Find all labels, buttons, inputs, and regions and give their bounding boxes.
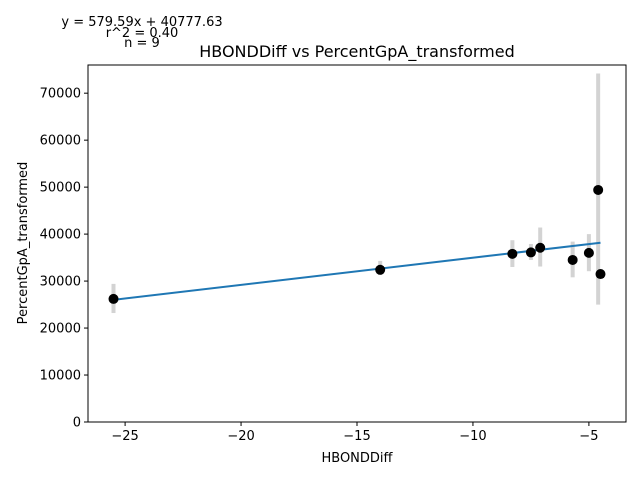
x-tick-label: −20	[227, 429, 254, 444]
data-point	[583, 247, 594, 258]
x-axis-ticks: −25 −20 −15 −10 −5	[111, 422, 598, 444]
y-tick-label: 50000	[40, 181, 81, 196]
data-point	[535, 242, 546, 253]
data-points	[108, 184, 606, 304]
x-tick-label: −10	[459, 429, 486, 444]
plot-frame	[87, 64, 627, 423]
fit-equation-annotation: y = 579.59x + 40777.63	[61, 15, 222, 30]
r-squared-annotation: r^2 = 0.40	[106, 26, 179, 41]
fit-line	[113, 241, 601, 301]
data-point	[593, 184, 604, 195]
x-axis-label: HBONDDiff	[321, 451, 393, 466]
y-tick-label: 10000	[40, 369, 81, 384]
data-point	[525, 247, 536, 258]
y-axis-ticks: 0 10000 20000 30000 40000 50000 60000 70000	[40, 87, 88, 431]
y-tick-label: 70000	[40, 87, 81, 102]
sample-size-annotation: n = 9	[124, 36, 160, 51]
fit-line-group	[113, 241, 601, 301]
x-tick-label: −15	[343, 429, 370, 444]
y-tick-label: 40000	[40, 228, 81, 243]
y-tick-label: 20000	[40, 322, 81, 337]
data-point	[595, 269, 606, 280]
x-tick-label: −25	[111, 429, 138, 444]
data-point	[567, 254, 578, 265]
data-point	[507, 248, 518, 259]
data-point	[375, 264, 386, 275]
chart-title: HBONDDiff vs PercentGpA_transformed	[199, 42, 515, 62]
x-tick-label: −5	[579, 429, 598, 444]
y-tick-label: 60000	[40, 134, 81, 149]
y-tick-label: 30000	[40, 275, 81, 290]
data-point	[108, 293, 119, 304]
y-axis-label: PercentGpA_transformed	[16, 162, 31, 325]
y-tick-label: 0	[73, 416, 81, 431]
plot-area	[88, 65, 626, 422]
